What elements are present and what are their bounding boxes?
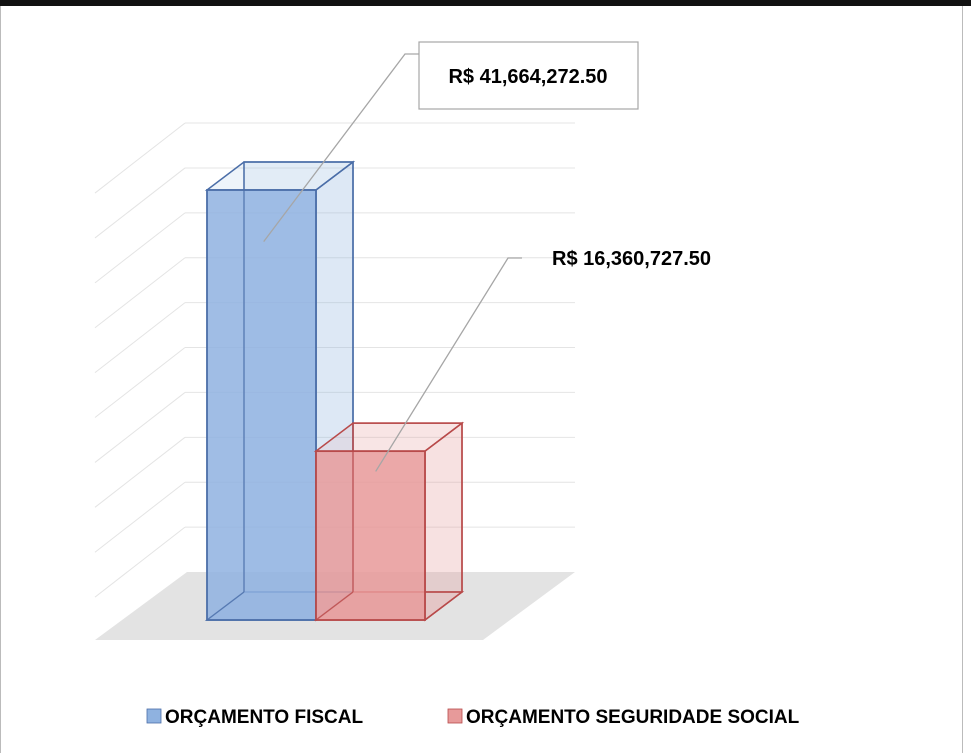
gridline-side <box>94 302 186 374</box>
gridline-side <box>94 212 186 284</box>
legend-label-seguridade: ORÇAMENTO SEGURIDADE SOCIAL <box>466 707 800 728</box>
gridline-side <box>94 436 186 508</box>
legend-swatch-fiscal <box>146 708 162 724</box>
bar-side-face <box>424 421 463 622</box>
gridline-side <box>94 481 186 553</box>
top-border <box>0 0 971 6</box>
data-label-fiscal: R$ 41,664,272.50 <box>448 66 607 88</box>
leader-lines-layer <box>263 53 522 472</box>
bar-inner-edge <box>206 591 245 621</box>
legend-swatch-seguridade <box>447 708 463 724</box>
data-label-seguridade: R$ 16,360,727.50 <box>552 248 711 270</box>
bar <box>206 189 317 621</box>
bar <box>315 450 426 621</box>
gridline-side <box>94 347 186 418</box>
left-border <box>0 6 8 753</box>
gridline-side <box>94 167 186 239</box>
data-label-box-fiscal <box>418 41 639 110</box>
right-border <box>962 6 971 753</box>
bar-inner-edge <box>315 591 354 621</box>
leader-line-seguridade <box>375 257 522 472</box>
leader-line-fiscal <box>263 53 419 242</box>
gridline-side <box>94 526 186 598</box>
gridline-side <box>94 392 186 463</box>
gridline-side <box>94 257 186 329</box>
legend: ORÇAMENTO FISCAL ORÇAMENTO SEGURIDADE SO… <box>146 707 800 728</box>
gridline-side <box>94 122 186 194</box>
bars-layer <box>204 160 465 622</box>
legend-label-fiscal: ORÇAMENTO FISCAL <box>165 707 363 728</box>
